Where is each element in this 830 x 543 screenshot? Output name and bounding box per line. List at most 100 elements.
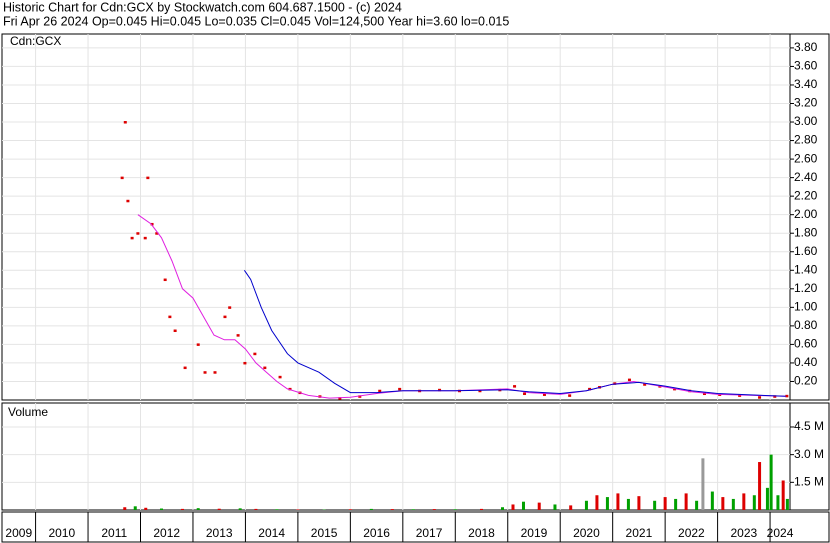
volume-bar (180, 508, 184, 510)
price-mark (253, 352, 257, 356)
x-tick-label: 2013 (206, 526, 233, 540)
volume-bar (769, 454, 773, 510)
volume-bar (133, 506, 137, 510)
x-tick-label: 2011 (101, 526, 127, 540)
y-tick-label: 0.20 (794, 374, 818, 388)
price-mark (223, 315, 227, 319)
price-mark (146, 176, 150, 180)
x-tick-label: 2014 (258, 526, 285, 540)
price-mark (126, 199, 130, 203)
panel-title: Volume (8, 405, 48, 419)
price-mark (627, 378, 631, 382)
header-title: Historic Chart for Cdn:GCX by Stockwatch… (3, 0, 402, 14)
volume-bar (785, 498, 789, 510)
price-mark (143, 236, 147, 240)
volume-bar (765, 487, 769, 510)
volume-bar (411, 509, 415, 510)
price-mark (155, 232, 159, 235)
average-line (243, 270, 786, 397)
price-mark (513, 385, 517, 388)
volume-bar (144, 507, 148, 510)
volume-bar (217, 508, 221, 510)
price-mark (438, 388, 442, 392)
y-tick-label: 1.00 (794, 300, 818, 314)
y-tick-label: 0.80 (794, 318, 818, 332)
price-mark (123, 121, 127, 124)
volume-bar (653, 500, 657, 510)
volume-bar (511, 504, 515, 510)
x-tick-label: 2020 (573, 526, 600, 540)
price-mark (236, 334, 240, 337)
price-mark (168, 315, 172, 319)
y-tick-label: 1.5 M (794, 474, 824, 488)
y-tick-label: 3.40 (794, 77, 818, 91)
price-mark (120, 176, 124, 180)
volume-bar (123, 507, 127, 510)
y-tick-label: 0.60 (794, 337, 818, 351)
y-tick-label: 1.20 (794, 281, 818, 295)
price-mark (758, 396, 762, 399)
y-tick-label: 3.0 M (794, 447, 824, 461)
price-mark (378, 389, 382, 393)
price-mark (173, 329, 177, 333)
price-mark (738, 394, 742, 397)
y-tick-label: 3.60 (794, 59, 818, 73)
x-tick-label: 2021 (626, 526, 653, 540)
x-tick-label: 2009 (5, 526, 32, 540)
volume-bar (721, 497, 725, 510)
volume-bar (348, 509, 352, 510)
x-tick-label: 2022 (678, 526, 705, 540)
price-mark (243, 361, 247, 365)
volume-bar (159, 508, 163, 510)
header-quote: Fri Apr 26 2024 Op=0.045 Hi=0.045 Lo=0.0… (3, 14, 509, 28)
price-mark (702, 392, 706, 396)
x-tick-label: 2016 (363, 526, 390, 540)
volume-bar (238, 508, 242, 510)
volume-bar (742, 493, 746, 510)
price-mark (213, 371, 217, 374)
volume-bar (701, 458, 705, 510)
volume-bar (684, 493, 688, 510)
x-axis-band (1, 511, 830, 543)
volume-bar (616, 493, 620, 510)
price-mark (523, 392, 527, 396)
x-tick-label: 2012 (153, 526, 180, 540)
panel-frame (1, 33, 791, 401)
price-mark (398, 387, 402, 391)
price-mark (263, 366, 267, 370)
x-tick-label: 2024 (767, 526, 794, 540)
price-mark (288, 387, 292, 391)
y-tick-label: 3.20 (794, 96, 818, 110)
price-mark (773, 395, 777, 398)
volume-bar (584, 500, 588, 510)
y-tick-label: 1.80 (794, 225, 818, 239)
volume-bar (758, 462, 762, 510)
volume-bar (196, 508, 200, 510)
volume-bar (731, 498, 735, 510)
y-tick-label: 4.5 M (794, 419, 824, 433)
y-tick-label: 2.40 (794, 170, 818, 184)
volume-bar (275, 509, 279, 510)
price-mark (643, 383, 647, 386)
y-tick-label: 1.40 (794, 262, 818, 276)
x-tick-label: 2023 (730, 526, 757, 540)
volume-bar (369, 508, 373, 510)
price-mark (542, 393, 546, 396)
volume-bar (663, 497, 667, 510)
volume-bar (776, 495, 780, 510)
price-mark (568, 394, 572, 397)
volume-bar (432, 509, 436, 510)
volume-bar (674, 498, 678, 510)
volume-bar (390, 509, 394, 510)
price-mark (130, 236, 134, 240)
y-tick-label: 2.60 (794, 151, 818, 165)
price-mark (228, 306, 232, 309)
volume-bar (569, 505, 573, 510)
x-tick-label: 2015 (311, 526, 338, 540)
price-mark (203, 371, 207, 374)
price-mark (183, 366, 187, 370)
price-mark (278, 375, 282, 379)
y-tick-label: 2.00 (794, 207, 818, 221)
